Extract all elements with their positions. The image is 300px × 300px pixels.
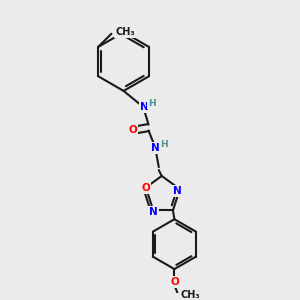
- Text: N: N: [140, 102, 148, 112]
- Text: O: O: [170, 277, 179, 287]
- Text: N: N: [152, 143, 160, 153]
- Text: CH₃: CH₃: [180, 290, 200, 300]
- Text: H: H: [148, 99, 156, 108]
- Text: N: N: [172, 186, 181, 196]
- Text: CH₃: CH₃: [115, 27, 135, 37]
- Text: H: H: [160, 140, 168, 149]
- Text: O: O: [128, 125, 137, 135]
- Text: N: N: [149, 207, 158, 217]
- Text: O: O: [142, 183, 150, 193]
